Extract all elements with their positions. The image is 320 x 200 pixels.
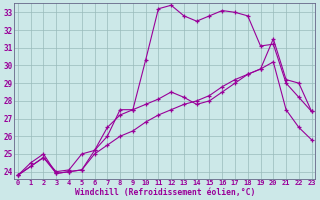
X-axis label: Windchill (Refroidissement éolien,°C): Windchill (Refroidissement éolien,°C) bbox=[75, 188, 255, 197]
